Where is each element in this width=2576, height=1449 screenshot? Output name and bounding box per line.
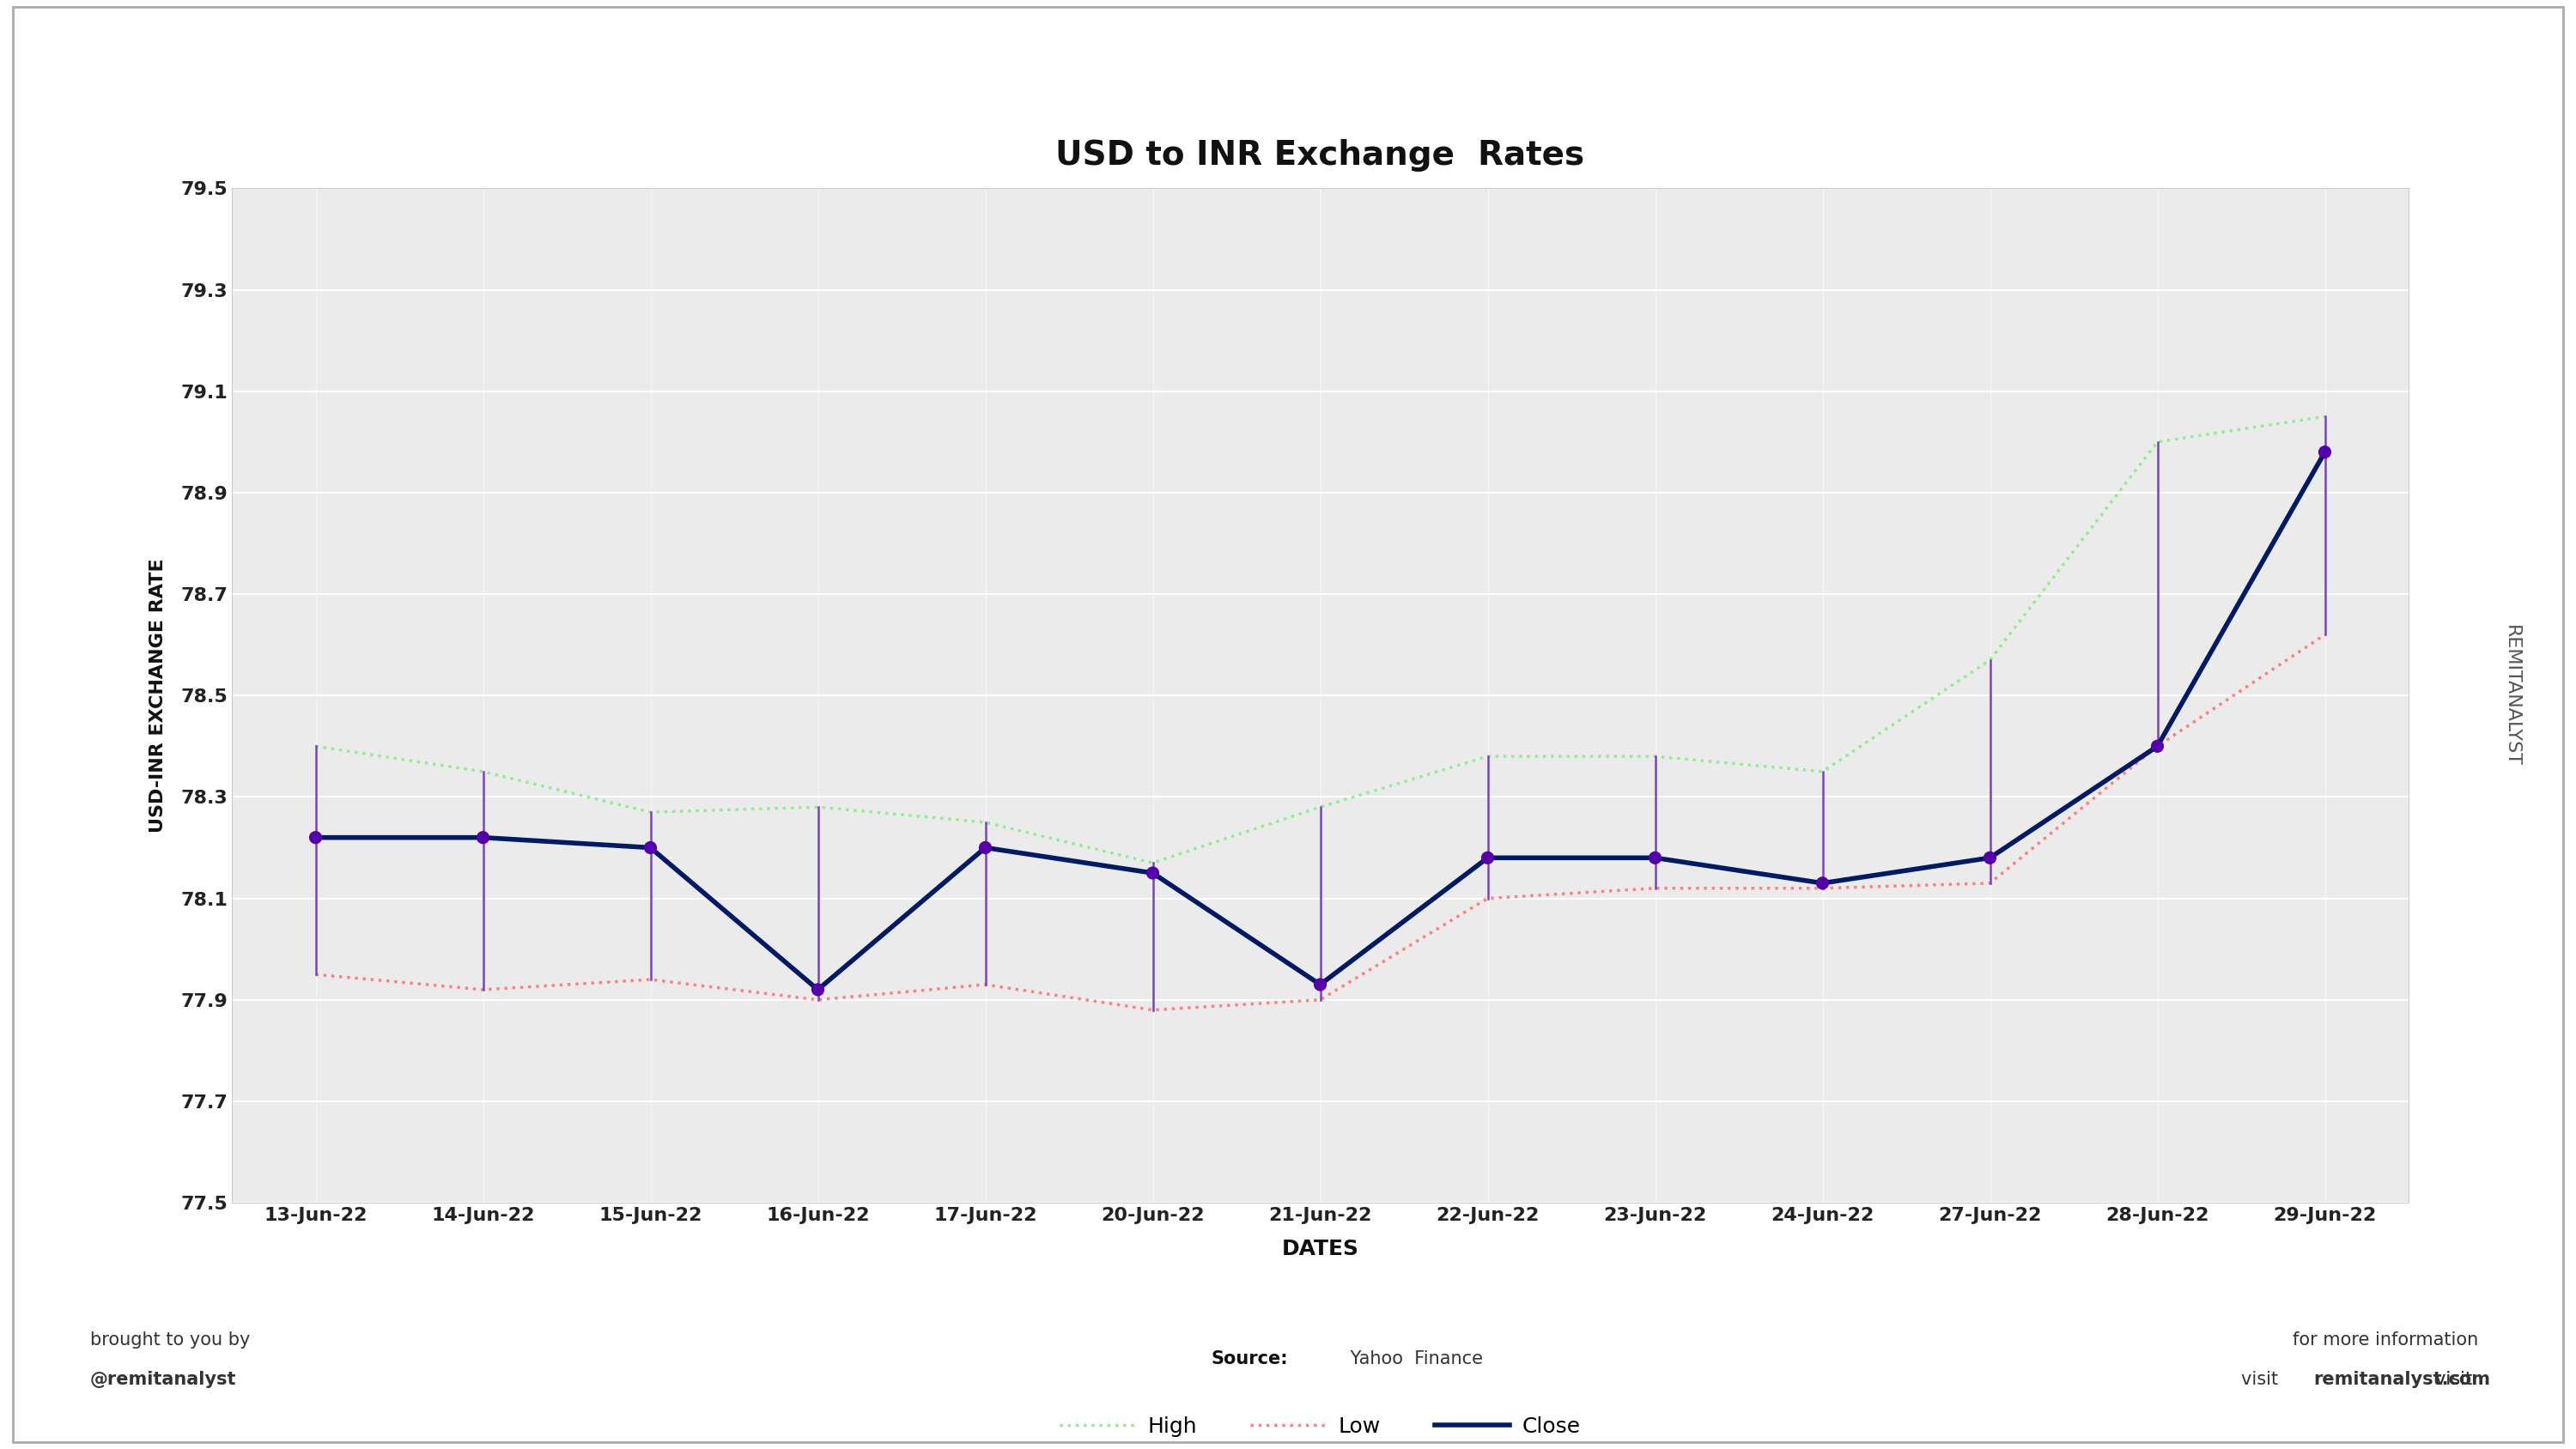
- Point: [799, 978, 840, 1001]
- Point: [1298, 972, 1340, 995]
- Point: [2303, 440, 2344, 464]
- Point: [1468, 846, 1510, 869]
- Point: [294, 826, 335, 849]
- Text: brought to you by: brought to you by: [90, 1332, 250, 1349]
- Point: [1968, 846, 2009, 869]
- Point: [1633, 846, 1674, 869]
- Point: [2138, 735, 2179, 758]
- Legend: High, Low, Close: High, Low, Close: [1051, 1408, 1589, 1446]
- Text: @remitanalyst: @remitanalyst: [90, 1371, 237, 1388]
- Text: visit: visit: [2241, 1371, 2285, 1388]
- Y-axis label: USD-INR EXCHANGE RATE: USD-INR EXCHANGE RATE: [149, 558, 167, 833]
- Text: REMITANALYST: REMITANALYST: [2504, 625, 2519, 767]
- Point: [464, 826, 505, 849]
- Text: visit: visit: [2434, 1371, 2478, 1388]
- Point: [1133, 862, 1175, 885]
- Point: [629, 836, 670, 859]
- X-axis label: DATES: DATES: [1283, 1239, 1360, 1259]
- Text: Source:: Source:: [1211, 1350, 1288, 1368]
- Point: [1803, 872, 1844, 895]
- Text: Yahoo  Finance: Yahoo Finance: [1345, 1350, 1484, 1368]
- Text: for more information: for more information: [2293, 1332, 2478, 1349]
- Text: visit: visit: [2434, 1371, 2478, 1388]
- Text: remitanalyst.com: remitanalyst.com: [2313, 1371, 2491, 1388]
- Title: USD to INR Exchange  Rates: USD to INR Exchange Rates: [1056, 139, 1584, 171]
- Point: [963, 836, 1005, 859]
